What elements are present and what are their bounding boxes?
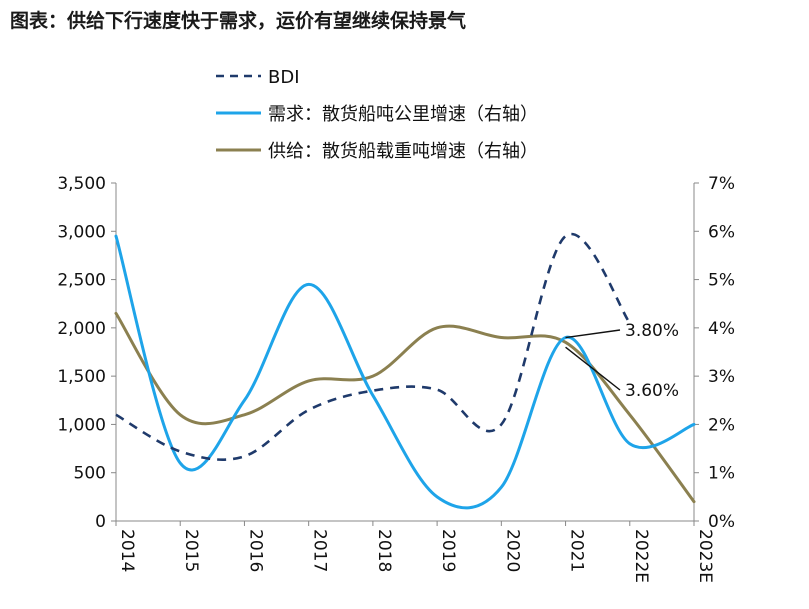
legend-label: 需求：散货船吨公里增速（右轴）: [268, 104, 538, 125]
right-tick-label: 1%: [708, 464, 735, 484]
left-tick-label: 0: [95, 512, 106, 532]
left-tick-label: 3,500: [57, 174, 106, 194]
x-tick-label: 2021: [567, 529, 587, 572]
annotations: 3.80% 3.60%: [565, 321, 679, 401]
chart-title: 图表：供给下行速度快于需求，运价有望继续保持景气: [10, 10, 467, 32]
series-line-supply: [114, 311, 696, 504]
right-tick-label: 3%: [708, 367, 735, 387]
annotation-label: 3.60%: [625, 381, 679, 401]
right-tick-label: 5%: [708, 271, 735, 291]
legend-label: BDI: [268, 67, 300, 88]
right-tick-label: 6%: [708, 222, 735, 242]
annotation-label: 3.80%: [625, 321, 679, 341]
annotation-leader: [565, 346, 621, 391]
left-tick-label: 500: [74, 464, 106, 484]
left-tick-label: 2,500: [57, 271, 106, 291]
x-tick-label: 2016: [245, 529, 265, 572]
right-tick-label: 4%: [708, 319, 735, 339]
x-tick-label: 2015: [181, 529, 201, 572]
right-tick-label: 7%: [708, 174, 735, 194]
x-tick-label: 2018: [374, 529, 394, 572]
x-tick-label: 2023E: [695, 529, 715, 583]
left-tick-label: 1,500: [57, 367, 106, 387]
series-layer: [114, 232, 696, 510]
annotation-leader: [565, 329, 621, 339]
legend-label: 供给：散货船载重吨增速（右轴）: [268, 141, 538, 162]
x-tick-label: 2019: [438, 529, 458, 572]
left-tick-label: 1,000: [57, 415, 106, 435]
x-tick-label: 2022E: [631, 529, 651, 583]
x-tick-label: 2014: [117, 529, 137, 572]
series-line-bdi: [115, 232, 631, 461]
series-line-demand: [114, 234, 696, 510]
legend: BDI 需求：散货船吨公里增速（右轴） 供给：散货船载重吨增速（右轴）: [216, 67, 538, 162]
x-tick-label: 2017: [310, 529, 330, 572]
left-tick-label: 3,000: [57, 222, 106, 242]
x-tick-label: 2020: [502, 529, 522, 572]
right-tick-label: 0%: [708, 512, 735, 532]
axes: 0 500 1,000 1,500 2,000 2,500 3,000 3,500 0% 1% 2%…: [57, 174, 735, 583]
left-tick-label: 2,000: [57, 319, 106, 339]
right-tick-label: 2%: [708, 415, 735, 435]
